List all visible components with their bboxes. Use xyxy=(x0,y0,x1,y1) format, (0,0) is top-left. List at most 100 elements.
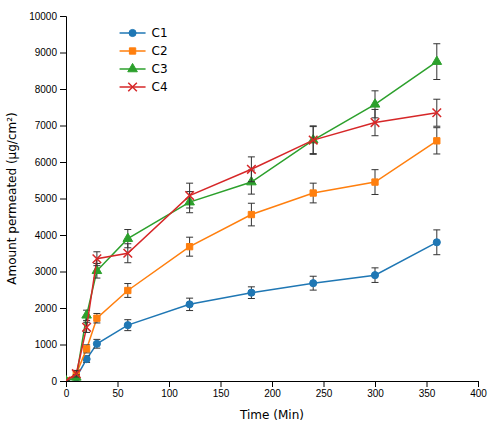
tick-label: 9000 xyxy=(35,47,58,58)
error-bar xyxy=(93,313,100,322)
tick: 8000 xyxy=(35,84,66,95)
point xyxy=(248,289,255,296)
point xyxy=(309,136,318,145)
error-bar xyxy=(310,126,317,154)
legend-entry: C3 xyxy=(120,62,168,76)
tick: 100 xyxy=(161,381,178,399)
tick-mark xyxy=(60,345,66,346)
legend-entry: C4 xyxy=(120,80,168,94)
tick-mark xyxy=(60,162,66,163)
error-bar xyxy=(433,99,440,126)
series xyxy=(66,99,441,381)
point xyxy=(83,346,89,352)
tick-label: 0 xyxy=(51,376,57,387)
tick: 7000 xyxy=(35,120,66,131)
error-bar xyxy=(372,268,379,283)
tick: 0 xyxy=(64,381,70,399)
point xyxy=(94,315,100,321)
point xyxy=(72,369,81,378)
tick-mark xyxy=(60,126,66,127)
error-bar xyxy=(93,339,100,348)
error-bar xyxy=(93,252,100,266)
line xyxy=(66,62,437,381)
point xyxy=(123,233,133,241)
tick: 1000 xyxy=(35,339,66,350)
line xyxy=(66,141,437,381)
point xyxy=(433,239,440,246)
y-axis: 0 1000 2000 3000 4000 5000 6000 7000 8000 9000 100… xyxy=(29,11,66,387)
point xyxy=(372,179,378,185)
tick-mark xyxy=(427,381,428,387)
point xyxy=(370,99,380,107)
tick-label: 8000 xyxy=(35,84,58,95)
tick-label: 3000 xyxy=(35,266,58,277)
tick-label: 6000 xyxy=(35,157,58,168)
legend-entry: C1 xyxy=(120,26,168,40)
legend-label: C2 xyxy=(152,44,168,58)
point xyxy=(310,280,317,287)
error-bar xyxy=(310,276,317,290)
error-bar xyxy=(372,109,379,135)
point xyxy=(123,249,132,258)
error-bar xyxy=(248,157,255,182)
error-bar xyxy=(433,128,440,154)
tick-label: 400 xyxy=(470,388,487,399)
tick-mark xyxy=(60,89,66,90)
point xyxy=(93,340,100,347)
tick-mark xyxy=(221,381,222,387)
legend-entry: C2 xyxy=(120,44,168,58)
tick: 6000 xyxy=(35,157,66,168)
tick-mark xyxy=(324,381,325,387)
point xyxy=(66,377,70,381)
tick-label: 100 xyxy=(161,388,178,399)
tick: 3000 xyxy=(35,266,66,277)
error-bar xyxy=(186,183,193,208)
data xyxy=(66,44,442,381)
tick: 4000 xyxy=(35,230,66,241)
tick-mark xyxy=(118,381,119,387)
tick-label: 50 xyxy=(112,388,124,399)
point xyxy=(186,244,192,250)
tick-mark xyxy=(375,381,376,387)
tick-label: 0 xyxy=(64,388,70,399)
tick-mark xyxy=(272,381,273,387)
legend-label: C4 xyxy=(152,80,168,94)
error-bar xyxy=(83,356,90,363)
chart: 0501001502002503003504000100020003000400… xyxy=(0,0,500,429)
tick: 400 xyxy=(470,381,487,399)
legend-label: C1 xyxy=(152,26,168,40)
error-bar xyxy=(83,322,90,332)
line xyxy=(66,113,437,381)
tick-mark xyxy=(60,199,66,200)
tick: 2000 xyxy=(35,303,66,314)
tick: 250 xyxy=(316,381,333,399)
point xyxy=(186,301,193,308)
tick-label: 1000 xyxy=(35,339,58,350)
error-bar xyxy=(124,244,131,263)
tick-label: 200 xyxy=(264,388,281,399)
tick-label: 4000 xyxy=(35,230,58,241)
point xyxy=(82,323,91,332)
tick-label: 300 xyxy=(367,388,384,399)
tick-label: 350 xyxy=(419,388,436,399)
legend-marker xyxy=(129,29,136,36)
tick: 5000 xyxy=(35,193,66,204)
legend: C1 C2 C3 C4 xyxy=(120,26,168,94)
tick-mark xyxy=(60,235,66,236)
legend-marker xyxy=(129,48,135,54)
tick-label: 250 xyxy=(316,388,333,399)
tick-label: 5000 xyxy=(35,193,58,204)
legend-marker xyxy=(128,83,137,92)
point xyxy=(125,287,131,293)
legend-label: C3 xyxy=(152,62,168,76)
tick-mark xyxy=(60,16,66,17)
point xyxy=(93,254,102,263)
point xyxy=(124,322,131,329)
point xyxy=(185,191,194,200)
axis-line xyxy=(67,382,479,388)
point xyxy=(371,118,380,127)
tick-label: 10000 xyxy=(29,11,57,22)
line xyxy=(66,242,437,381)
series xyxy=(66,44,442,381)
error-bar xyxy=(248,203,255,226)
